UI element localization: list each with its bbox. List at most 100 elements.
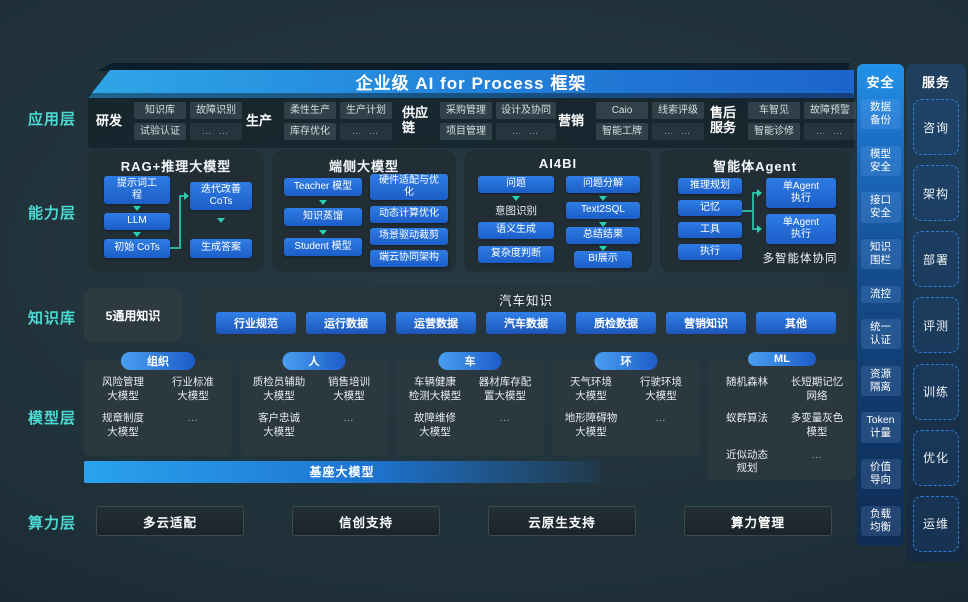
model-item: 蚁群算法 bbox=[726, 412, 768, 425]
security-item: 流控 bbox=[860, 285, 901, 303]
model-item-grid: 质检员辅助 大模型 销售培训 大模型 客户忠诚 大模型… bbox=[240, 360, 388, 448]
app-group-label: 生产 bbox=[246, 112, 273, 128]
capability-box-title: 端侧大模型 bbox=[328, 159, 399, 174]
security-item: 价值 导向 bbox=[860, 459, 901, 490]
model-column: 组织 风险管理 大模型 行业标准 大模型 规章制度 大模型… bbox=[84, 352, 232, 456]
app-chip: 智能诊修 bbox=[748, 123, 800, 140]
model-item: 销售培训 大模型 bbox=[328, 376, 370, 402]
app-chip: 设计及协同 bbox=[496, 102, 556, 119]
flow-node-hardware-opt: 硬件适配与优 化 bbox=[370, 174, 448, 200]
model-column: 环天气环境 大模型 行驶环境 大模型 地形障碍物 大模型… bbox=[552, 352, 700, 456]
capability-box-title: RAG+推理大模型 bbox=[120, 159, 232, 174]
flow-node-memory: 记忆 bbox=[678, 200, 742, 216]
flow-node-question: 问题 bbox=[478, 176, 554, 193]
layer-label-model: 模型层 bbox=[27, 410, 76, 427]
app-chip: … … bbox=[340, 123, 392, 140]
capability-box-edge: 端侧大模型 Teacher 模型 知识蒸馏 Student 模型 硬件适配与优 … bbox=[272, 150, 456, 272]
app-chip: 项目管理 bbox=[440, 123, 492, 140]
compute-button: 信创支持 bbox=[292, 506, 440, 536]
knowledge-chip: 其他 bbox=[756, 312, 836, 334]
app-chip: 生产计划 bbox=[340, 102, 392, 119]
model-item: 行驶环境 大模型 bbox=[640, 376, 682, 402]
model-item: … bbox=[811, 448, 823, 461]
connector-line bbox=[179, 195, 181, 249]
flow-node-complexity: 复杂度判断 bbox=[478, 246, 554, 263]
model-column-pill: ML bbox=[748, 352, 816, 366]
flow-node-edge-cloud: 端云协同架构 bbox=[370, 250, 448, 267]
app-chip-grid: 知识库 故障识别 试验认证… … bbox=[134, 102, 242, 140]
flow-node-generate-answer: 生成答案 bbox=[190, 239, 252, 258]
knowledge-auto-title: 汽车知识 bbox=[498, 294, 553, 308]
model-item: 行业标准 大模型 bbox=[172, 376, 214, 402]
capability-box-title: 智能体Agent bbox=[713, 159, 797, 174]
flow-node-initial-cots: 初始 CoTs bbox=[104, 239, 170, 258]
layer-label-compute: 算力层 bbox=[27, 515, 76, 532]
app-group-label: 营销 bbox=[558, 112, 585, 128]
knowledge-chip: 运行数据 bbox=[306, 312, 386, 334]
app-chip: 车智见 bbox=[748, 102, 800, 119]
app-chip-grid: Caio 线索评级 智能工牌… … bbox=[596, 102, 704, 140]
app-chip-grid: 采购管理 设计及协同 项目管理… … bbox=[440, 102, 556, 140]
model-column: 车车辆健康 检测大模型 器材库存配 置大模型 故障维修 大模型… bbox=[396, 352, 544, 456]
app-chip: 知识库 bbox=[134, 102, 186, 119]
security-title: 安全 bbox=[866, 75, 895, 90]
service-title: 服务 bbox=[921, 75, 950, 90]
knowledge-chip: 运营数据 bbox=[396, 312, 476, 334]
model-column: ML 随机森林 长短期记忆 网络 蚁群算法 多变量灰色 模型 近似动态 规划… bbox=[708, 352, 856, 480]
flow-node-single-agent-2: 单Agent 执行 bbox=[766, 214, 836, 244]
app-group: 研发 知识库 故障识别 试验认证… … bbox=[96, 102, 242, 140]
model-item: 客户忠诚 大模型 bbox=[258, 412, 300, 438]
application-layer-row: 研发 知识库 故障识别 试验认证… … 生产 柔性生产 生产计划 库存优化… … 供应链 采购管理… bbox=[0, 100, 968, 146]
model-column-pill: 环 bbox=[594, 352, 658, 370]
flow-node-student-model: Student 模型 bbox=[284, 238, 362, 256]
arrow-down-icon bbox=[599, 222, 607, 227]
compute-button: 云原生支持 bbox=[488, 506, 636, 536]
arrow-down-icon bbox=[599, 246, 607, 251]
flow-node-teacher-model: Teacher 模型 bbox=[284, 178, 362, 196]
capability-box-agent: 智能体Agent 推理规划 记忆 工具 执行 单Agent 执行 单Agent … bbox=[660, 150, 850, 272]
security-item: 接口 安全 bbox=[860, 192, 901, 223]
diagram-title: 企业级 AI for Process 框架 bbox=[88, 70, 854, 98]
flow-node-intent: 意图识别 bbox=[495, 205, 537, 217]
model-item: 风险管理 大模型 bbox=[102, 376, 144, 402]
model-item: 随机森林 bbox=[726, 376, 768, 388]
service-item: 部署 bbox=[913, 231, 959, 288]
flow-node-llm: LLM bbox=[104, 213, 170, 230]
service-item: 咨询 bbox=[913, 99, 959, 155]
security-item-list: 数据 备份 模型 安全 接口 安全 知识 围栏 流控 统一 认证 资源 隔离 Token 计量… bbox=[857, 99, 904, 536]
model-item: … bbox=[187, 412, 199, 425]
service-item: 优化 bbox=[913, 429, 959, 486]
knowledge-auto-box: 汽车知识 行业规范 运行数据 运营数据 汽车数据 质检数据 营销知识 其他 bbox=[200, 286, 852, 344]
connector-line bbox=[752, 192, 754, 230]
knowledge-chip: 营销知识 bbox=[666, 312, 746, 334]
app-chip: 线索评级 bbox=[652, 102, 704, 119]
app-chip-grid: 柔性生产 生产计划 库存优化… … bbox=[284, 102, 392, 140]
layer-label-app: 应用层 bbox=[27, 111, 76, 128]
banner-ribbon-edge bbox=[98, 63, 850, 71]
app-chip: … … bbox=[652, 123, 704, 140]
arrow-right-icon bbox=[184, 192, 189, 200]
app-chip: 故障预警 bbox=[804, 102, 856, 119]
flow-node-bi-display: BI展示 bbox=[574, 251, 632, 268]
connector-line bbox=[170, 247, 179, 249]
service-column: 服务 咨询 架构 部署 评测 训练 优化 运维 bbox=[906, 64, 966, 562]
arrow-down-icon bbox=[512, 196, 520, 201]
security-item: 模型 安全 bbox=[860, 145, 901, 176]
service-item: 架构 bbox=[913, 165, 959, 222]
security-item: 资源 隔离 bbox=[860, 365, 901, 396]
compute-button: 算力管理 bbox=[684, 506, 832, 536]
connector-line bbox=[754, 192, 758, 194]
flow-node-distillation: 知识蒸馏 bbox=[284, 208, 362, 226]
model-item-grid: 车辆健康 检测大模型 器材库存配 置大模型 故障维修 大模型… bbox=[396, 360, 544, 448]
app-group: 生产 柔性生产 生产计划 库存优化… … bbox=[246, 102, 392, 140]
flow-node-dynamic-compute: 动态计算优化 bbox=[370, 206, 448, 223]
model-column: 人质检员辅助 大模型 销售培训 大模型 客户忠诚 大模型… bbox=[240, 352, 388, 456]
app-chip: 智能工牌 bbox=[596, 123, 648, 140]
arrow-down-icon bbox=[133, 206, 141, 211]
model-column-pill: 车 bbox=[438, 352, 502, 370]
flow-node-scenario-pruning: 场景驱动裁剪 bbox=[370, 228, 448, 245]
app-group: 营销 Caio 线索评级 智能工牌… … bbox=[558, 102, 704, 140]
model-item: 地形障碍物 大模型 bbox=[564, 412, 618, 438]
flow-node-decompose: 问题分解 bbox=[566, 176, 640, 193]
flow-node-prompt-engineering: 提示词工 程 bbox=[104, 176, 170, 204]
